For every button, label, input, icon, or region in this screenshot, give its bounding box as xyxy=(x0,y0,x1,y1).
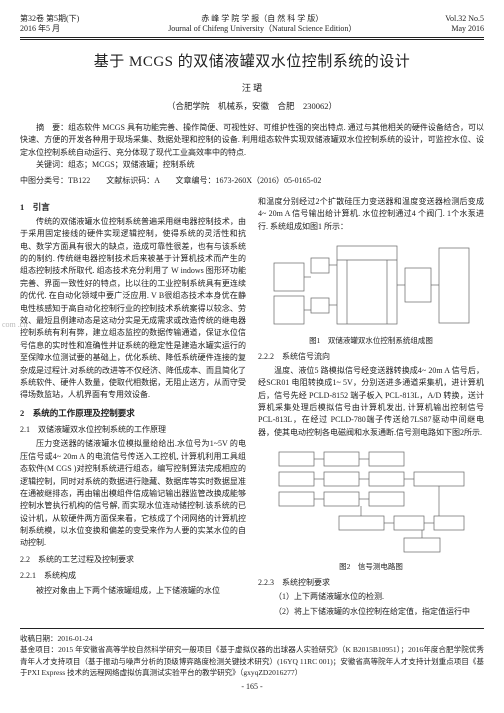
sec223-p1: （1）上下两储液罐水位的检测. xyxy=(258,591,484,603)
fund-info: 基金项目：2015 年安徽省高等学校自然科学研究一般项目《基于虚拟仪器的出球器人… xyxy=(20,644,484,678)
two-column-body: 1 引言 传统的双储液罐水位控制系统普遍采用继电器控制技术，由于采用固定接线的硬… xyxy=(20,196,484,620)
footnotes: 收稿日期：2016-01-24 基金项目：2015 年安徽省高等学校自然科学研究… xyxy=(20,628,484,678)
keywords-body: 组态；MCGS；双储液罐；控制系统 xyxy=(68,160,195,169)
figure-2-caption: 图2 信号测电路图 xyxy=(258,561,484,573)
rule-thick xyxy=(20,37,484,38)
journal-en: Journal of Chifeng University（Natural Sc… xyxy=(79,24,445,34)
column-right: 和温度分别经过2个扩散硅压力变送器和温度变送器检测后变成 4~ 20m A 信号… xyxy=(258,196,484,620)
figure-1-caption: 图1 双储液罐双水位控制系统组成图 xyxy=(258,335,484,347)
sec1-para: 传统的双储液罐水位控制系统普遍采用继电器控制技术，由于采用固定接线的硬件实现逻辑… xyxy=(20,216,246,402)
article-title: 基于 MCGS 的双储液罐双水位控制系统的设计 xyxy=(20,50,484,71)
sec222-para: 温度、液位5 路模拟信号经变送器转换成4~ 20m A 信号后，经SCR01 电… xyxy=(258,365,484,439)
received-date: 收稿日期：2016-01-24 xyxy=(20,633,484,644)
column-left: 1 引言 传统的双储液罐水位控制系统普遍采用继电器控制技术，由于采用固定接线的硬… xyxy=(20,196,246,620)
journal-cn: 赤 峰 学 院 学 报（自 然 科 学 版） xyxy=(79,14,445,24)
watermark: com .cn xyxy=(2,320,27,329)
abstract-label: 摘 要： xyxy=(36,123,68,132)
vol-left-1: 第32卷 第5期(下) xyxy=(20,14,79,24)
class-info: 中图分类号：TB122 文献标识码：A 文章编号：1673-260X（2016）… xyxy=(20,175,484,187)
sec222-title: 2.2.2 系统信号流向 xyxy=(258,351,484,363)
right-p1: 和温度分别经过2个扩散硅压力变送器和温度变送器检测后变成 4~ 20m A 信号… xyxy=(258,196,484,233)
vol-right-1: Vol.32 No.5 xyxy=(445,14,484,24)
figure-2 xyxy=(258,444,484,559)
sec221-title: 2.2.1 系统构成 xyxy=(20,570,246,582)
vol-right-2: May 2016 xyxy=(445,24,484,34)
rule-thin xyxy=(20,39,484,40)
author: 汪 珺 xyxy=(20,81,484,94)
page-number: - 165 - xyxy=(20,682,484,691)
abstract: 摘 要：组态软件 MCGS 具有功能完善、操作简便、可视性好、可维护性强的突出特… xyxy=(20,122,484,172)
sec2-title: 2 系统的工作原理及控制要求 xyxy=(20,407,246,420)
sec22-title: 2.2 系统的工艺过程及控制要求 xyxy=(20,554,246,566)
sec221-para: 被控对象由上下两个储液罐组成，上下储液罐的水位 xyxy=(20,585,246,597)
sec21-title: 2.1 双储液罐双水位控制系统的工作原理 xyxy=(20,424,246,436)
vol-left-2: 2016 年5 月 xyxy=(20,24,79,34)
abstract-body: 组态软件 MCGS 具有功能完善、操作简便、可视性好、可维护性强的突出特点. 通… xyxy=(20,123,484,157)
figure-1 xyxy=(258,238,484,333)
sec21-para: 压力变送器的储液罐水位模拟量给给出.水位号为1~5V 的电压信号或4~ 20m … xyxy=(20,438,246,550)
keywords-label: 关键词： xyxy=(36,160,68,169)
sec223-p2: （2）将上下储液罐的水位控制在给定值，指定值运行中 xyxy=(258,606,484,618)
page-header: 第32卷 第5期(下) 2016 年5 月 赤 峰 学 院 学 报（自 然 科 … xyxy=(20,14,484,35)
affiliation: （合肥学院 机械系，安徽 合肥 230062） xyxy=(20,100,484,112)
sec1-title: 1 引言 xyxy=(20,201,246,214)
sec223-title: 2.2.3 系统控制要求 xyxy=(258,577,484,589)
